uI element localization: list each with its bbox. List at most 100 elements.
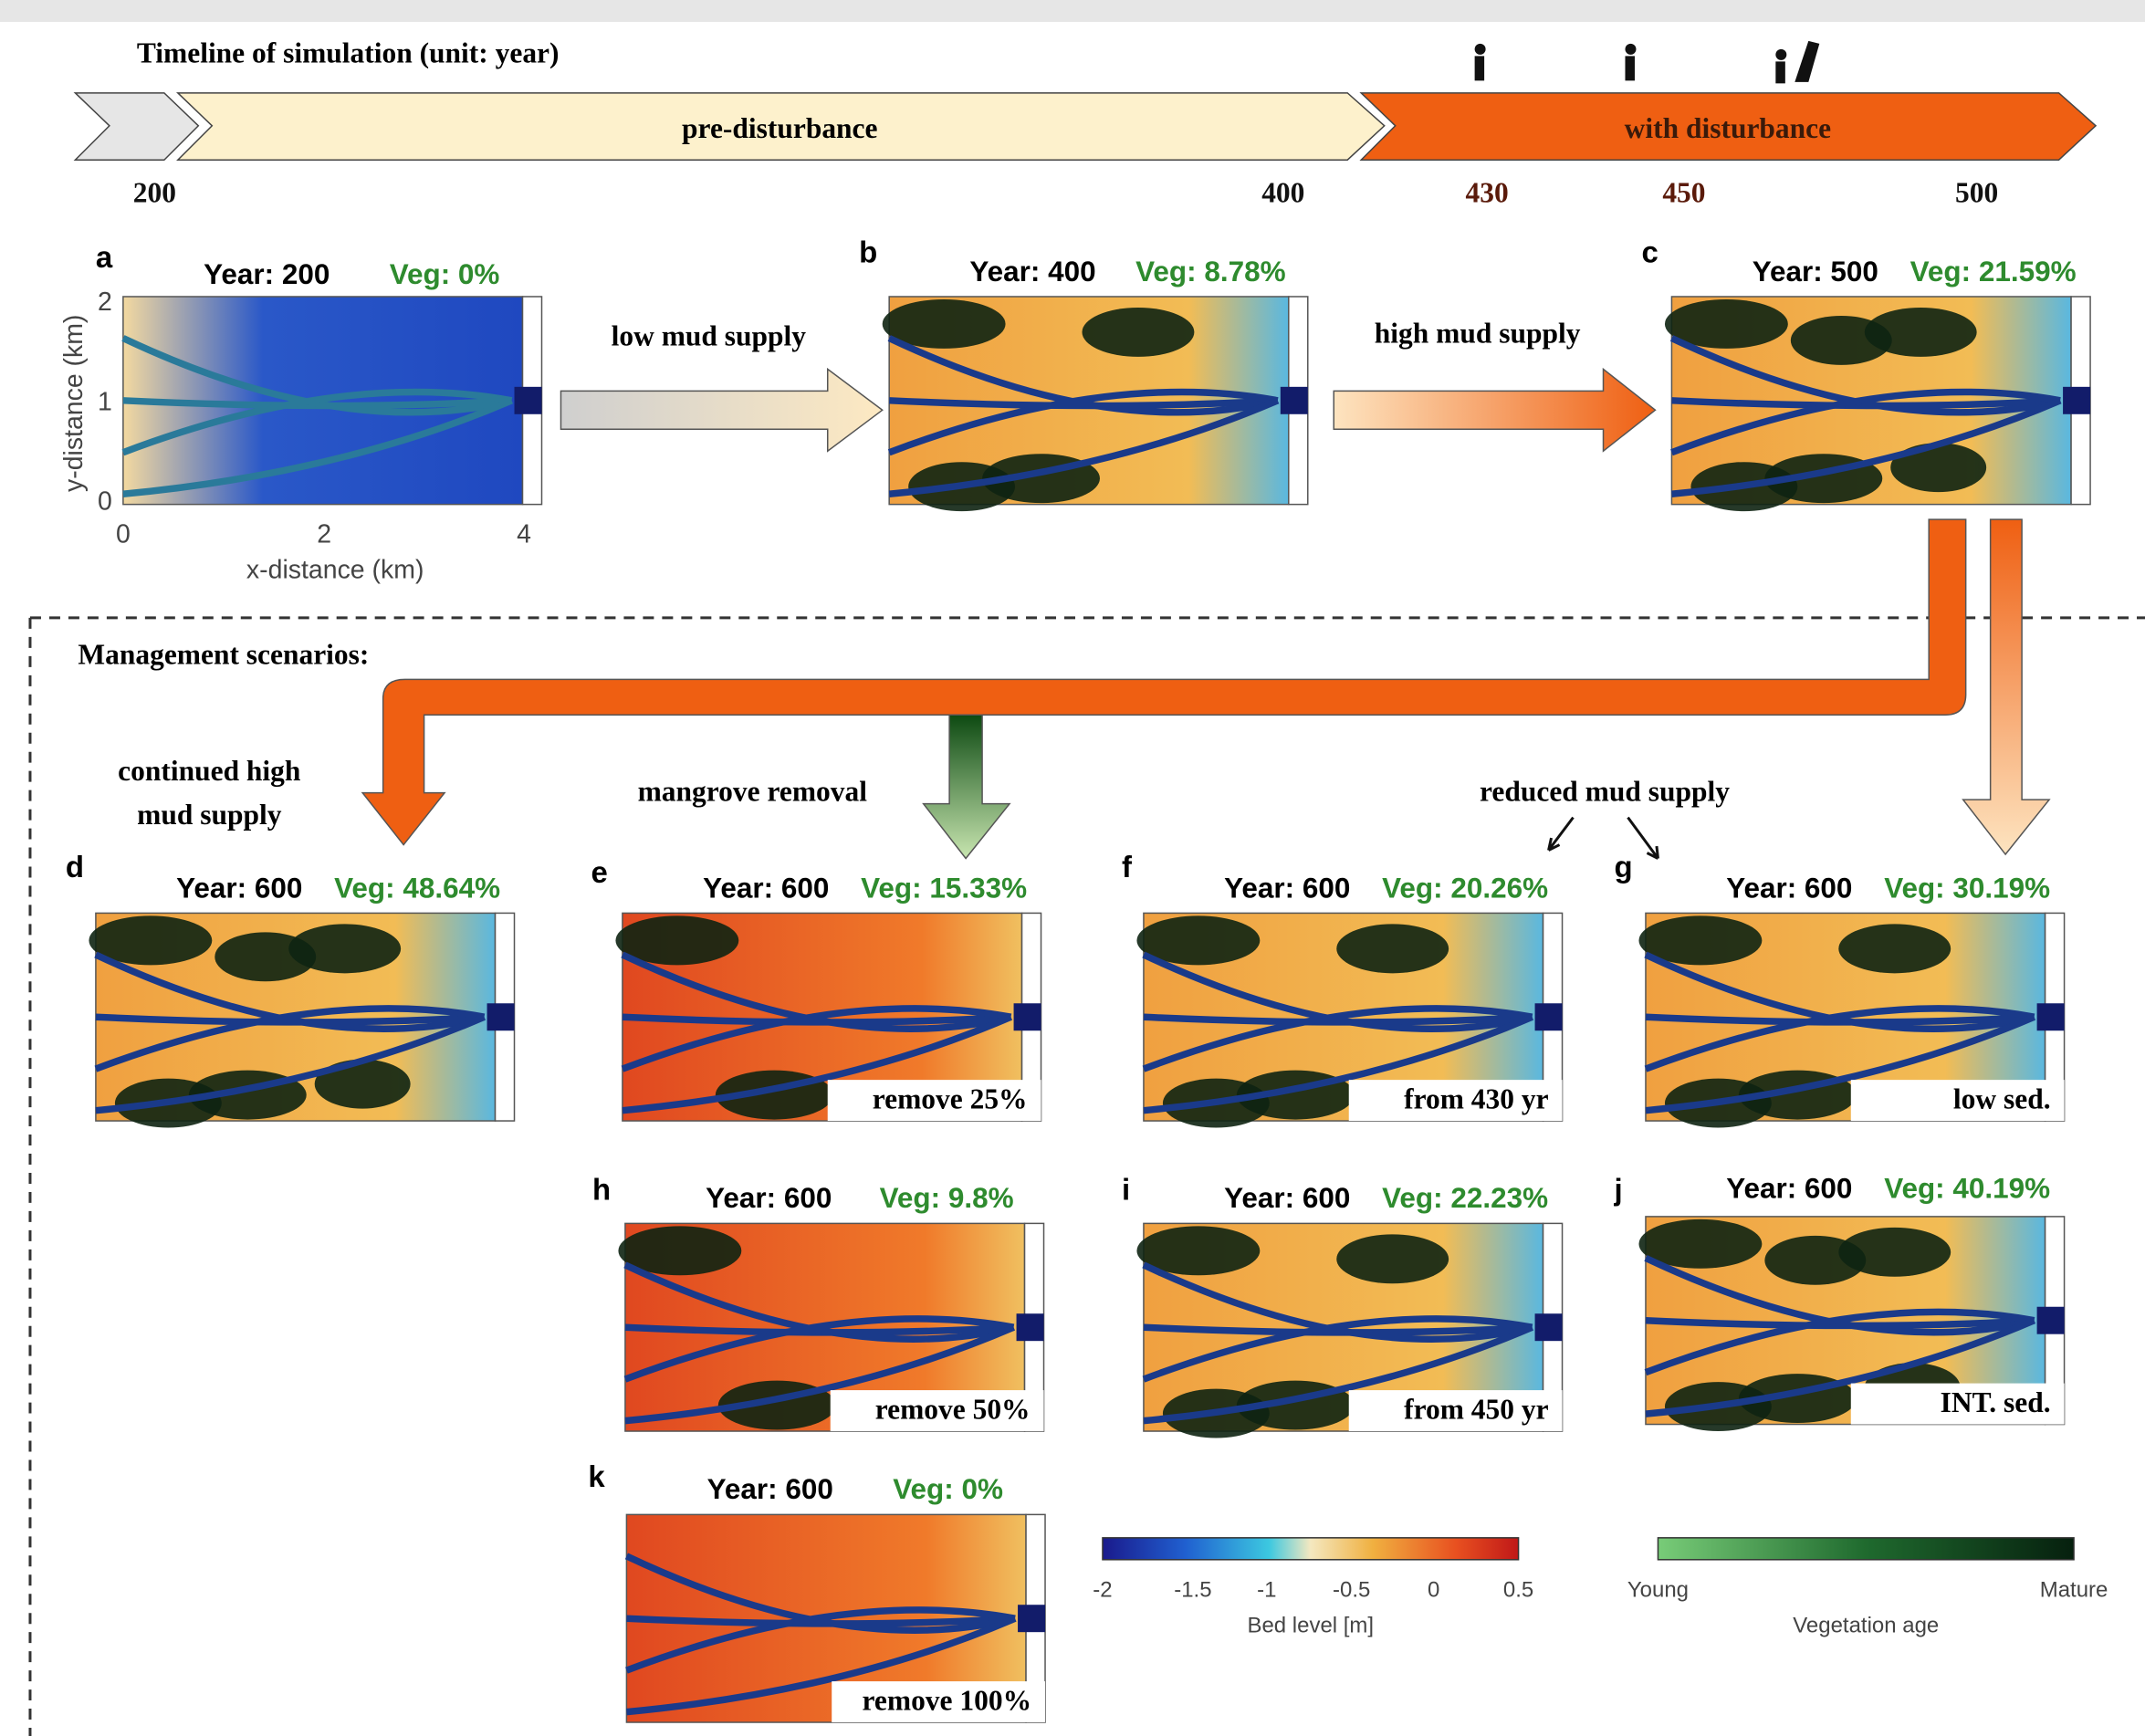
timeline-pre xyxy=(175,92,1386,161)
note-box xyxy=(1348,1080,1563,1122)
veg-label: Veg: 15.33% xyxy=(861,872,1027,904)
channel xyxy=(621,951,1012,1032)
note: from 430 yr xyxy=(1404,1082,1548,1114)
y-tick-label: 0 xyxy=(98,487,112,517)
channel xyxy=(1644,1308,2035,1376)
colorbar-tick: -1 xyxy=(1257,1578,1276,1603)
channel xyxy=(1671,397,2062,497)
channel xyxy=(1645,1013,2036,1114)
vegetation-patch xyxy=(1890,443,1987,493)
transition-label: high mud supply xyxy=(1375,318,1581,350)
channel xyxy=(1142,1261,1533,1343)
timeline-year: 500 xyxy=(1955,176,1998,208)
panel-letter: e xyxy=(591,855,607,889)
inlet xyxy=(487,1003,515,1031)
veg-label: Veg: 40.19% xyxy=(1884,1173,2050,1205)
inlet xyxy=(1013,1003,1041,1031)
vegetation-patch xyxy=(615,915,739,966)
channel xyxy=(1142,951,1533,1032)
colorbar-tick: -0.5 xyxy=(1333,1578,1370,1603)
colorbar-tick: 0 xyxy=(1428,1578,1439,1603)
vegetation-patch xyxy=(1136,1226,1261,1276)
transition-label: low mud supply xyxy=(612,320,807,352)
scenario-frame xyxy=(28,616,2145,1736)
colorbar-tick: -1.5 xyxy=(1174,1578,1211,1603)
year-label: Year: 600 xyxy=(1726,1173,1852,1205)
year-label: Year: 600 xyxy=(176,872,302,904)
channel xyxy=(1143,1013,1534,1114)
note: remove 100% xyxy=(863,1684,1032,1716)
y-tick-label: 2 xyxy=(98,288,112,317)
channel xyxy=(1644,951,2035,1032)
colorbar-tick: 0.5 xyxy=(1503,1578,1533,1603)
year-label: Year: 600 xyxy=(1224,1182,1350,1214)
panel-letter: h xyxy=(592,1173,611,1207)
phase-label: pre-disturbance xyxy=(682,112,877,144)
channel xyxy=(94,951,486,1032)
year-label: Year: 200 xyxy=(204,258,330,290)
map-panel: k Year: 600 Veg: 0% remove 100% xyxy=(588,1459,1046,1723)
colorbar-label: Bed level [m] xyxy=(1247,1614,1374,1638)
inlet xyxy=(2036,1003,2065,1031)
transition-arrow xyxy=(560,367,884,453)
channel xyxy=(1644,1255,2035,1336)
note-box xyxy=(827,1080,1041,1122)
map-panel: c Year: 500 Veg: 21.59% xyxy=(1641,235,2091,512)
vegetation-patch xyxy=(1082,307,1195,357)
note: from 450 yr xyxy=(1404,1393,1548,1425)
scenario-arrow xyxy=(922,714,1011,860)
vegetation-patch xyxy=(89,915,213,966)
channel xyxy=(621,1005,1012,1072)
channel xyxy=(122,397,514,497)
map-panel: b Year: 400 Veg: 8.78% xyxy=(859,235,1309,512)
vegetation-patch xyxy=(214,932,317,982)
channel xyxy=(624,1553,1016,1634)
inlet xyxy=(514,386,542,414)
timeline-year: 450 xyxy=(1662,176,1705,208)
scenario-label: mangrove removal xyxy=(638,775,868,807)
colorbar-tick: Young xyxy=(1627,1578,1689,1603)
note: remove 25% xyxy=(873,1082,1028,1114)
channel xyxy=(888,397,1280,497)
veg-label: Veg: 8.78% xyxy=(1135,256,1285,288)
x-tick-label: 0 xyxy=(116,520,131,549)
phase-label: with disturbance xyxy=(1625,112,1831,144)
panel-letter: d xyxy=(66,850,84,884)
scenario-arrow xyxy=(361,518,1967,846)
veg-label: Veg: 20.26% xyxy=(1382,872,1548,904)
channel xyxy=(1670,388,2061,456)
panel-letter: k xyxy=(588,1459,605,1493)
scenario-label: continued high xyxy=(118,755,301,787)
veg-label: Veg: 9.8% xyxy=(880,1182,1014,1214)
inlet xyxy=(1534,1003,1563,1031)
note: INT. sed. xyxy=(1941,1386,2051,1418)
channel xyxy=(121,335,513,416)
colorbar-tick: Mature xyxy=(2040,1578,2108,1603)
vegetation-patch xyxy=(1838,1227,1951,1277)
map-panel: a Year: 200 Veg: 0% xyxy=(96,240,543,506)
timeline-year: 400 xyxy=(1261,176,1304,208)
vegetation-patch xyxy=(1336,924,1449,974)
map-panel: j Year: 600 Veg: 40.19% INT. sed. xyxy=(1613,1173,2066,1432)
vegetation-patch xyxy=(1638,1218,1763,1269)
channel xyxy=(121,388,513,456)
veg-label: Veg: 21.59% xyxy=(1910,256,2077,288)
veg-label: Veg: 0% xyxy=(893,1473,1003,1505)
y-tick-label: 1 xyxy=(98,387,112,416)
panel-letter: f xyxy=(1122,850,1133,884)
channel xyxy=(1669,335,2061,416)
year-label: Year: 600 xyxy=(706,1182,832,1214)
channel xyxy=(1142,1315,1533,1383)
vegetation-patch xyxy=(1336,1234,1449,1284)
vegetation-patch xyxy=(1864,307,1977,357)
x-tick-label: 4 xyxy=(517,520,531,549)
note-box xyxy=(832,1681,1046,1723)
year-label: Year: 600 xyxy=(707,1473,833,1505)
panel-letter: a xyxy=(96,240,113,274)
vegetation-patch xyxy=(618,1226,742,1276)
scenario-arrow xyxy=(1962,518,2051,856)
map-panel: g Year: 600 Veg: 30.19% low sed. xyxy=(1614,850,2066,1128)
icons xyxy=(1474,40,1820,84)
